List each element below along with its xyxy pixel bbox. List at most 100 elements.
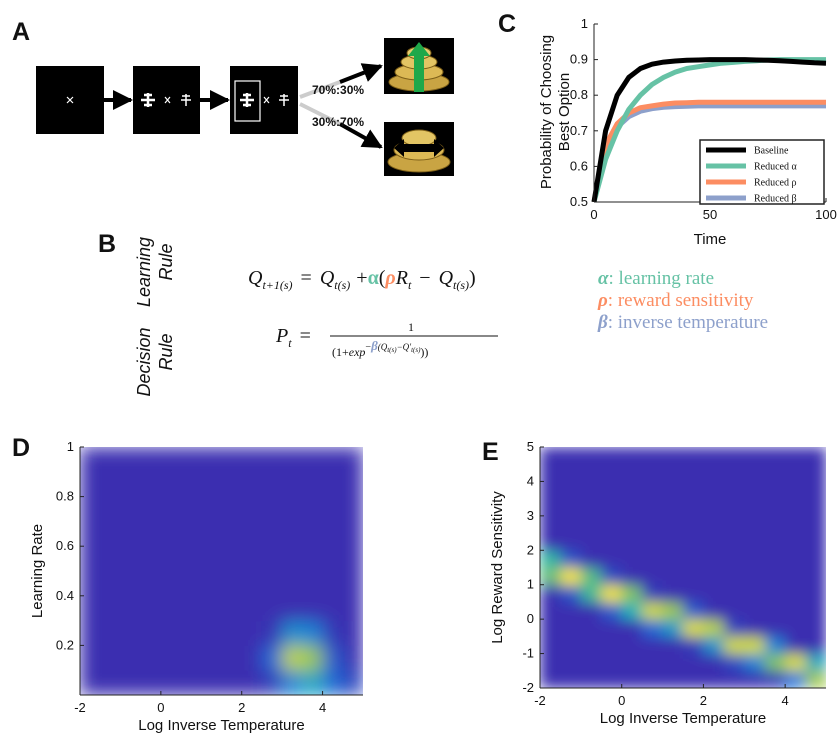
heatmap-cell bbox=[160, 571, 182, 597]
heatmap-cell bbox=[805, 481, 826, 500]
heatmap-cell bbox=[140, 620, 162, 646]
heatmap-cell bbox=[764, 515, 786, 534]
heatmap-cell bbox=[120, 620, 142, 646]
heatmap-cell bbox=[261, 521, 283, 547]
legend-label: Baseline bbox=[754, 146, 789, 157]
eq-part: t(s) bbox=[453, 278, 469, 292]
heatmap-cell bbox=[560, 550, 582, 568]
eq-part: Q bbox=[320, 267, 335, 289]
arrow bbox=[339, 63, 383, 84]
heatmap-cell bbox=[342, 546, 363, 572]
heatmap-cell bbox=[642, 515, 664, 534]
heatmap-cell bbox=[322, 670, 344, 695]
heatmap-cell bbox=[621, 447, 643, 465]
heatmap-cell bbox=[322, 571, 344, 597]
heatmap-cell bbox=[642, 601, 664, 620]
heatmap-cell bbox=[140, 546, 162, 572]
heatmap-cell bbox=[100, 620, 121, 646]
heatmap-cell bbox=[703, 464, 725, 482]
heatmap-cell bbox=[805, 515, 826, 534]
heatmap-cell bbox=[342, 496, 363, 522]
heatmap-cell bbox=[261, 595, 283, 622]
heatmap-cell bbox=[642, 498, 664, 517]
heatmap-cell bbox=[120, 471, 142, 498]
row-label: Learning bbox=[134, 237, 154, 307]
parameter: α: learning rate bbox=[598, 268, 714, 289]
heatmap-cell bbox=[181, 447, 202, 473]
heatmap-cell bbox=[322, 447, 344, 473]
heatmap-cell bbox=[805, 447, 826, 465]
heatmap-cell bbox=[785, 533, 807, 551]
y-tick-label: 0.4 bbox=[56, 588, 74, 603]
shape bbox=[401, 129, 437, 147]
heatmap-cell bbox=[560, 619, 582, 637]
heatmap-cell bbox=[642, 447, 664, 465]
eq-part: + bbox=[356, 267, 367, 289]
heatmap-cell bbox=[764, 481, 786, 500]
eq-part: R bbox=[395, 267, 408, 289]
heatmap-cell bbox=[201, 620, 222, 646]
heatmap-cell bbox=[580, 653, 602, 672]
heatmap-cell bbox=[723, 619, 745, 637]
heatmap-cell bbox=[140, 645, 162, 671]
heatmap-cell bbox=[540, 670, 561, 688]
heatmap-cell bbox=[540, 567, 561, 586]
heatmap-cell bbox=[621, 464, 643, 482]
heatmap-cell bbox=[302, 521, 324, 547]
heatmap-cell bbox=[621, 533, 643, 551]
parameter-symbol: ρ bbox=[597, 290, 608, 311]
heatmap-cell bbox=[540, 498, 561, 517]
heatmap-cell bbox=[261, 645, 283, 671]
parameter-symbol: β bbox=[597, 312, 608, 333]
heatmap-cell bbox=[322, 496, 344, 522]
heatmap-cell bbox=[540, 619, 561, 637]
heatmap-cell bbox=[683, 464, 704, 482]
parameter: β: inverse temperature bbox=[597, 312, 768, 333]
heatmap-cell bbox=[221, 471, 243, 498]
heatmap-cell bbox=[662, 567, 684, 586]
heatmap-cell bbox=[580, 619, 602, 637]
heatmap-cell bbox=[261, 571, 283, 597]
stimulus bbox=[141, 93, 155, 107]
heatmap-cell bbox=[744, 601, 766, 620]
heatmap-cell bbox=[621, 584, 643, 603]
eq-part: = bbox=[301, 267, 312, 289]
heatmap-cell bbox=[540, 636, 561, 655]
y-axis-label: Best Option bbox=[556, 73, 573, 151]
heatmap-cell bbox=[805, 498, 826, 517]
heatmap-cell bbox=[282, 471, 303, 498]
heatmap-cell bbox=[764, 447, 786, 465]
heatmap-cell bbox=[540, 653, 561, 672]
heatmap-cell bbox=[785, 584, 807, 603]
y-tick-label: 0.2 bbox=[56, 637, 74, 652]
heatmap-cell bbox=[703, 601, 725, 620]
heatmap-cell bbox=[201, 571, 222, 597]
x-tick-label: 50 bbox=[703, 207, 717, 222]
heatmap-cell bbox=[342, 670, 363, 695]
heatmap-cell bbox=[601, 550, 623, 568]
heatmap-cell bbox=[601, 636, 623, 655]
heatmap-cell bbox=[601, 670, 623, 688]
heatmap-cell bbox=[764, 619, 786, 637]
arrow bbox=[299, 80, 341, 99]
heatmap-cell bbox=[282, 595, 303, 622]
heatmap-cell bbox=[744, 567, 766, 586]
heatmap-cell bbox=[322, 645, 344, 671]
y-tick-label: 5 bbox=[527, 439, 534, 454]
heatmap-cell bbox=[723, 447, 745, 465]
heatmap-cell bbox=[261, 546, 283, 572]
heatmap-cell bbox=[560, 533, 582, 551]
heatmap-cell bbox=[621, 601, 643, 620]
heatmap-cell bbox=[580, 550, 602, 568]
heatmap-cell bbox=[621, 498, 643, 517]
heatmap bbox=[80, 447, 363, 695]
heatmap-cell bbox=[120, 447, 142, 473]
heatmap-cell bbox=[201, 670, 222, 695]
heatmap-cell bbox=[580, 601, 602, 620]
heatmap-cell bbox=[302, 595, 324, 622]
heatmap-chart: 0.2 0.4 0.6 0.8 1 -2 0 2 4 Log Inverse Temperatur… bbox=[29, 439, 363, 734]
panel-label: C bbox=[498, 10, 516, 38]
heatmap-cell bbox=[642, 653, 664, 672]
heatmap-cell bbox=[302, 645, 324, 671]
heatmap-cell bbox=[80, 620, 101, 646]
